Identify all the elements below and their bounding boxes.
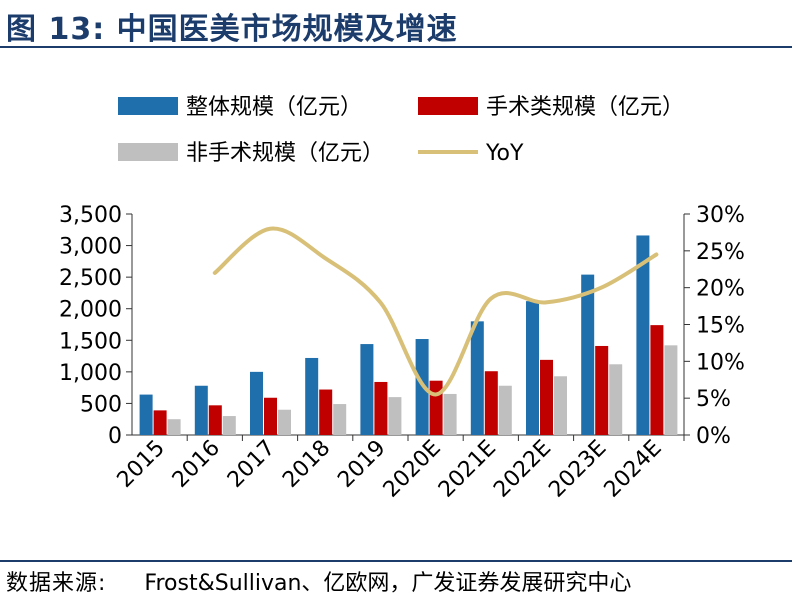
- bar-total: [305, 357, 319, 435]
- left-tick-label: 500: [80, 392, 122, 417]
- legend-total-label: 整体规模（亿元）: [186, 95, 362, 120]
- source-label: 数据来源:: [6, 571, 107, 596]
- right-tick-label: 30%: [696, 203, 745, 228]
- left-tick-label: 1,000: [59, 361, 122, 386]
- bar-surgical: [374, 381, 388, 435]
- source-line: 数据来源: Frost&Sullivan、亿欧网，广发证券发展研究中心: [6, 565, 631, 597]
- source-text: Frost&Sullivan、亿欧网，广发证券发展研究中心: [144, 571, 632, 596]
- left-tick-label: 3,500: [59, 203, 122, 228]
- bar-non-surgical: [222, 416, 236, 435]
- left-tick-label: 2,500: [59, 266, 122, 291]
- bar-non-surgical: [443, 393, 457, 435]
- bar-surgical: [429, 380, 443, 435]
- right-tick-label: 0%: [696, 424, 731, 449]
- right-tick-label: 15%: [696, 314, 745, 339]
- legend-surgical-label: 手术类规模（亿元）: [486, 95, 684, 120]
- legend-non-surgical-swatch: [118, 143, 178, 161]
- bar-surgical: [650, 325, 664, 435]
- bar-total: [194, 385, 208, 435]
- legend-yoy-label: YoY: [485, 141, 524, 166]
- legend-surgical-swatch: [418, 97, 478, 115]
- x-tick-label: 2020E: [379, 436, 446, 503]
- bar-non-surgical: [278, 409, 291, 435]
- bar-surgical: [595, 345, 609, 435]
- bar-surgical: [540, 359, 553, 435]
- bar-surgical: [484, 371, 498, 435]
- bar-total: [360, 344, 374, 435]
- legend-non-surgical-label: 非手术规模（亿元）: [186, 141, 384, 166]
- bar-total: [636, 235, 650, 435]
- bar-non-surgical: [664, 345, 678, 435]
- bar-non-surgical: [554, 376, 567, 435]
- bar-non-surgical: [167, 419, 181, 435]
- left-tick-label: 1,500: [59, 329, 122, 354]
- left-tick-label: 2,000: [59, 298, 122, 323]
- x-tick-label: 2022E: [489, 436, 556, 503]
- right-tick-label: 20%: [696, 277, 745, 302]
- right-tick-label: 10%: [696, 350, 745, 375]
- bar-total: [139, 394, 153, 435]
- bar-non-surgical: [333, 404, 347, 435]
- x-tick-label: 2024E: [600, 436, 667, 503]
- right-tick-label: 25%: [696, 240, 745, 265]
- x-tick-label: 2016: [168, 436, 225, 493]
- right-tick-label: 5%: [696, 387, 731, 412]
- x-tick-label: 2021E: [434, 436, 501, 503]
- legend-total-swatch: [118, 97, 178, 115]
- x-tick-label: 2017: [223, 436, 280, 493]
- chart: 0 500 1,000 1,500 2,000 2,500 3,000 3,500 0% 5% 10…: [59, 95, 745, 503]
- bar-surgical: [319, 389, 333, 435]
- x-tick-label: 2018: [278, 436, 335, 493]
- bar-surgical: [208, 405, 222, 435]
- figure-title-bar: 图 13: 中国医美市场规模及增速: [0, 0, 792, 47]
- x-tick-label: 2023E: [544, 436, 611, 503]
- figure-title: 图 13: 中国医美市场规模及增速: [6, 12, 458, 47]
- bar-total: [250, 371, 263, 435]
- bar-total: [581, 274, 595, 435]
- bar-total: [470, 321, 484, 435]
- source-divider: [0, 560, 792, 562]
- bar-non-surgical: [388, 397, 402, 435]
- bar-surgical: [264, 397, 277, 435]
- bar-total: [526, 301, 539, 435]
- left-tick-label: 3,000: [59, 235, 122, 260]
- bar-non-surgical: [498, 385, 512, 435]
- left-tick-label: 0: [108, 424, 122, 449]
- bar-surgical: [153, 410, 167, 435]
- bar-non-surgical: [609, 364, 623, 435]
- title-divider: [0, 46, 792, 48]
